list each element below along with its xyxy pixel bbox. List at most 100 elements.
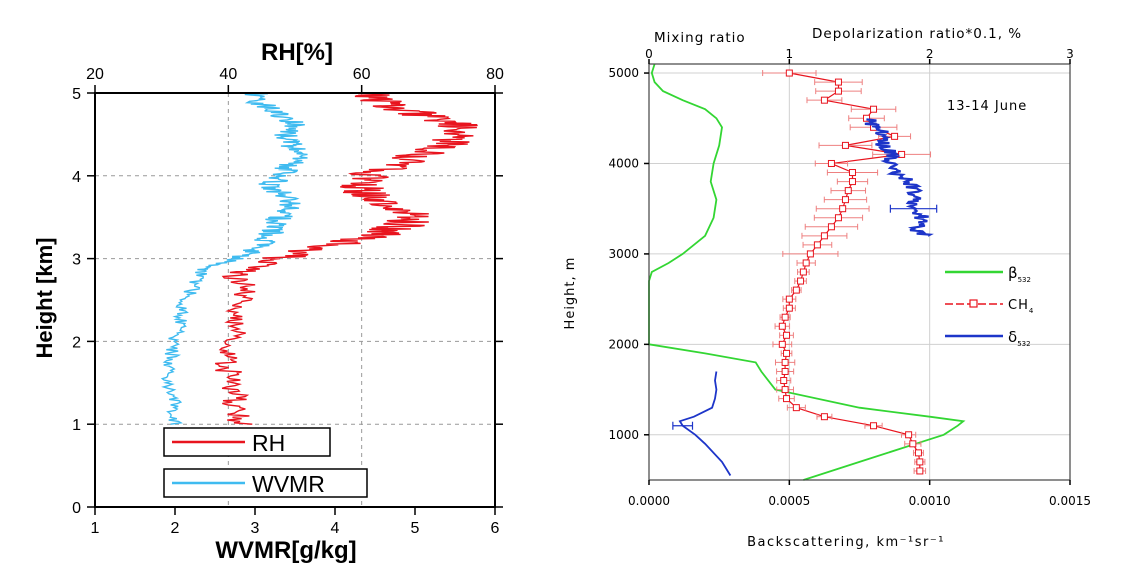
ch4-point	[783, 331, 791, 339]
ch4-point	[834, 214, 842, 222]
bottom-tick-label: 0.0015	[1049, 494, 1091, 508]
y-tick-label: 2	[72, 334, 81, 351]
chart-2-y-axis-label: Height, m	[563, 257, 578, 330]
legend-marker-ch4	[969, 299, 978, 308]
ch4-point	[799, 268, 807, 276]
ch4-point	[781, 367, 789, 375]
ch4-point	[863, 114, 871, 122]
top-tick-label: 0	[645, 47, 653, 61]
ch4-point	[848, 169, 856, 177]
bottom-tick-label: 0.0010	[909, 494, 951, 508]
top-tick-label: 3	[1066, 47, 1074, 61]
ch4-point	[813, 241, 821, 249]
ch4-point	[870, 422, 878, 430]
y-tick-label: 0	[72, 500, 81, 517]
chart-2-top-label-right: Depolarization ratio*0.1, %	[812, 26, 1022, 42]
ch4-point	[797, 277, 805, 285]
legend-label-beta: β532	[1008, 264, 1031, 284]
bottom-tick-label: 5	[411, 520, 420, 537]
ch4-point	[841, 141, 849, 149]
y-tick-label: 4	[72, 169, 81, 186]
ch4-point	[778, 340, 786, 348]
bottom-tick-label: 2	[171, 520, 180, 537]
ch4-point	[827, 223, 835, 231]
ch4-point	[834, 87, 842, 95]
ch4-point	[785, 304, 793, 312]
bottom-tick-label: 4	[331, 520, 340, 537]
ch4-point	[891, 132, 899, 140]
ch4-point	[916, 467, 924, 475]
chart-1-series	[160, 93, 478, 425]
series-line-beta	[648, 63, 966, 481]
bottom-tick-label: 3	[251, 520, 260, 537]
ch4-point	[802, 259, 810, 267]
bottom-tick-label: 1	[91, 520, 100, 537]
ch4-point	[783, 349, 791, 357]
top-tick-label: 20	[86, 66, 104, 83]
ch4-point	[839, 205, 847, 213]
ch4-point	[780, 377, 788, 385]
ch4-point	[820, 413, 828, 421]
ch4-point	[909, 440, 917, 448]
chart-2: 1000 2000 3000 4000 5000 0.0000 0.0005 0.0010 0.…	[563, 26, 1091, 550]
ch4-point	[834, 78, 842, 86]
y-tick-label: 3	[72, 252, 81, 269]
ch4-point	[905, 431, 913, 439]
top-tick-label: 1	[786, 47, 794, 61]
chart-1-bottom-axis-label: WVMR[g/kg]	[215, 537, 356, 564]
ch4-point	[916, 458, 924, 466]
ch4-point	[820, 232, 828, 240]
bottom-tick-label: 0.0005	[768, 494, 810, 508]
ch4-point	[820, 96, 828, 104]
ch4-point	[785, 295, 793, 303]
ch4-point	[781, 358, 789, 366]
series-line-delta-lower	[678, 371, 732, 476]
chart-2-plot-frame	[648, 63, 1071, 481]
bottom-tick-label: 6	[491, 520, 500, 537]
chart-2-x-axis-label: Backscattering, km⁻¹sr⁻¹	[747, 535, 945, 550]
chart-2-annotation: 13-14 June	[947, 99, 1027, 114]
series-line-wvmr	[160, 93, 308, 425]
ch4-point	[914, 449, 922, 457]
ch4-point	[844, 187, 852, 195]
y-tick-label: 5000	[608, 66, 639, 80]
ch4-point	[827, 159, 835, 167]
ch4-point	[841, 196, 849, 204]
legend-label-delta: δ532	[1008, 328, 1031, 348]
ch4-point	[778, 322, 786, 330]
legend-label-rh: RH	[252, 430, 285, 456]
ch4-point	[792, 404, 800, 412]
y-tick-label: 1	[72, 417, 81, 434]
chart-1-y-axis-label: Height [km]	[32, 238, 57, 359]
chart-2-top-label-left: Mixing ratio	[654, 30, 746, 46]
ch4-point	[785, 69, 793, 77]
top-tick-label: 80	[486, 66, 504, 83]
y-tick-label: 3000	[608, 247, 639, 261]
series-line-rh	[214, 93, 478, 425]
ch4-point	[806, 250, 814, 258]
chart-2-series	[648, 63, 966, 481]
chart-1-legend: RH WVMR	[163, 427, 368, 498]
legend-label-wvmr: WVMR	[252, 471, 325, 497]
series-line-delta-upper	[864, 118, 934, 237]
ch4-point	[781, 386, 789, 394]
chart-2-gridlines	[649, 64, 1070, 480]
legend-label-ch4: CH4	[1008, 298, 1034, 315]
ch4-point	[792, 286, 800, 294]
y-tick-label: 5	[72, 86, 81, 103]
chart-1-plot-frame	[94, 92, 496, 508]
top-tick-label: 60	[353, 66, 371, 83]
y-tick-label: 1000	[608, 428, 639, 442]
chart-2-legend: β532 CH4 δ532	[945, 264, 1034, 348]
top-tick-label: 2	[926, 47, 934, 61]
ch4-point	[870, 105, 878, 113]
chart-2-ticks: 1000 2000 3000 4000 5000 0.0000 0.0005 0.0010 0.…	[608, 47, 1091, 508]
ch4-point	[848, 178, 856, 186]
ch4-point	[783, 395, 791, 403]
bottom-tick-label: 0.0000	[628, 494, 670, 508]
y-tick-label: 2000	[608, 337, 639, 351]
chart-1-top-axis-label: RH[%]	[261, 39, 333, 66]
